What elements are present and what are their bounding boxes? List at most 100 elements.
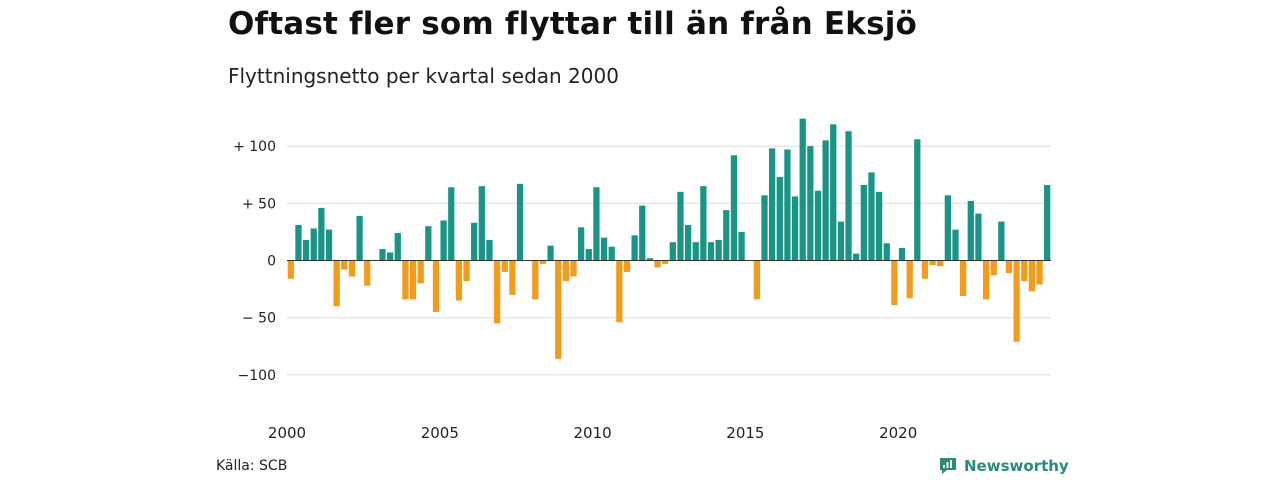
bar (432, 260, 440, 312)
bar (623, 260, 631, 272)
bar (532, 260, 539, 300)
bar (440, 220, 447, 261)
bar (348, 260, 356, 277)
bar (302, 239, 310, 261)
y-tick-label: − 50 (242, 311, 276, 327)
bar (998, 221, 1005, 261)
brand-name: Newsworthy (964, 457, 1069, 475)
bar (409, 260, 417, 300)
x-axis-tick-labels: 2000 2005 2010 2015 2020 (268, 424, 917, 442)
bar (807, 146, 814, 261)
y-tick-label: −100 (238, 368, 276, 384)
bar (600, 237, 608, 261)
bar (730, 155, 738, 261)
bar (975, 213, 982, 261)
bar (1005, 260, 1013, 274)
bar (715, 239, 722, 261)
bar (830, 124, 837, 261)
bar (364, 260, 371, 286)
bar (769, 148, 776, 261)
bar (318, 207, 325, 261)
bar (784, 149, 791, 261)
bar (295, 225, 302, 261)
bar (692, 242, 699, 261)
bar (875, 191, 883, 261)
x-tick-label: 2020 (879, 424, 917, 442)
bar (982, 260, 990, 300)
bar (417, 260, 424, 284)
bar (662, 260, 669, 264)
bar (929, 260, 936, 266)
bar (325, 229, 333, 261)
bar (883, 243, 890, 261)
bar (654, 260, 661, 268)
bar (455, 260, 463, 301)
x-tick-label: 2010 (574, 424, 612, 442)
bar (677, 191, 684, 261)
bar (463, 260, 470, 282)
x-tick-label: 2015 (726, 424, 764, 442)
bar (898, 247, 906, 261)
bar (860, 185, 867, 261)
bar (814, 190, 822, 261)
bar (501, 260, 508, 272)
bar (738, 231, 745, 261)
bar (608, 246, 615, 261)
bar (1013, 260, 1020, 342)
bar (448, 187, 455, 261)
bar (509, 260, 516, 295)
bar (402, 260, 409, 300)
y-axis-tick-labels: + 100 + 50 0 − 50 −100 (233, 139, 276, 384)
bar (539, 260, 547, 264)
bar (341, 260, 348, 270)
bar (1021, 260, 1028, 282)
bar (379, 249, 386, 261)
bar (516, 183, 524, 261)
bar (799, 118, 806, 261)
bar (914, 139, 921, 261)
bar (631, 235, 638, 261)
bar (921, 260, 929, 279)
bar (471, 222, 478, 261)
bar (960, 260, 967, 296)
bar (1044, 185, 1051, 261)
source-note: Källa: SCB (216, 458, 288, 474)
bar (723, 210, 730, 261)
chart-subtitle: Flyttningsnetto per kvartal sedan 2000 (228, 64, 619, 88)
bar (944, 195, 951, 261)
bar (593, 187, 600, 261)
bar (700, 186, 707, 261)
bar (684, 225, 692, 261)
bar (776, 176, 783, 261)
bar (562, 260, 569, 282)
bar (822, 140, 829, 261)
x-tick-label: 2005 (421, 424, 459, 442)
chart-title: Oftast fler som flyttar till än från Eks… (228, 6, 918, 42)
bar (585, 249, 592, 261)
bars (287, 118, 1051, 359)
bar (394, 233, 401, 261)
bar (425, 226, 432, 261)
bar (761, 195, 768, 261)
bar (967, 201, 974, 261)
bar (891, 260, 898, 306)
bar (570, 260, 577, 277)
x-tick-label: 2000 (268, 424, 306, 442)
bar (753, 260, 760, 300)
bar (952, 229, 959, 261)
bar (639, 205, 646, 261)
bar (1028, 260, 1036, 292)
bar (310, 228, 317, 261)
bar (493, 260, 501, 324)
bar (937, 260, 944, 267)
gridlines (287, 145, 1051, 376)
y-tick-label: 0 (267, 254, 276, 270)
bar (486, 239, 493, 261)
bar (837, 221, 845, 261)
bar (990, 260, 997, 276)
bar (669, 242, 676, 261)
newsworthy-logo-icon (940, 458, 956, 474)
bar (478, 186, 485, 261)
bar (646, 258, 654, 261)
